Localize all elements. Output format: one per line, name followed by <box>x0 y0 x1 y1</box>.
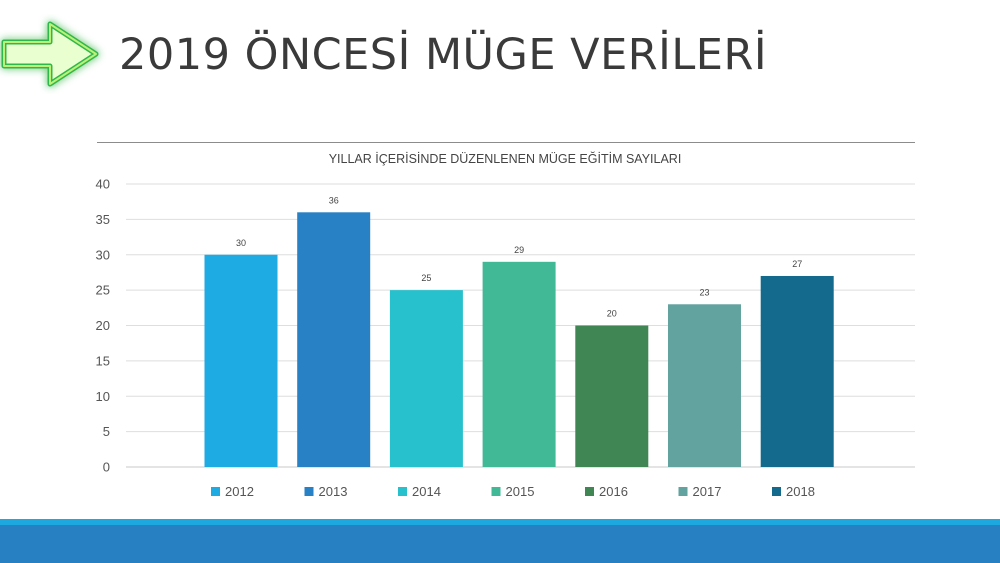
data-label: 25 <box>421 273 431 283</box>
y-tick-label: 40 <box>96 177 110 192</box>
bar-chart: YILLAR İÇERİSİNDE DÜZENLENEN MÜGE EĞİTİM… <box>80 144 930 514</box>
chart-title: YILLAR İÇERİSİNDE DÜZENLENEN MÜGE EĞİTİM… <box>328 152 682 166</box>
legend-label: 2017 <box>693 484 722 499</box>
y-tick-label: 30 <box>96 247 110 262</box>
data-label: 20 <box>607 309 617 319</box>
arrow-icon <box>0 14 110 94</box>
footer-accent-line <box>0 519 1000 525</box>
footer-bar <box>0 525 1000 563</box>
bar <box>389 290 463 467</box>
y-tick-label: 15 <box>96 353 110 368</box>
legend-label: 2015 <box>506 484 535 499</box>
slide-title: 2019 ÖNCESİ MÜGE VERİLERİ <box>119 30 768 80</box>
bar <box>668 304 741 467</box>
legend-label: 2013 <box>319 484 348 499</box>
y-tick-label: 25 <box>96 283 110 298</box>
y-tick-label: 35 <box>96 212 110 227</box>
data-label: 27 <box>792 259 802 269</box>
data-label: 30 <box>236 238 246 248</box>
legend-swatch <box>304 487 314 496</box>
legend-swatch <box>585 487 594 496</box>
bar <box>575 325 649 467</box>
legend-label: 2016 <box>599 484 628 499</box>
chart-canvas: 0 5 10 15 20 25 30 35 40 30 36 25 29 20 23 27 2012 2013 20… <box>96 177 915 499</box>
legend-label: 2014 <box>412 484 441 499</box>
bar <box>297 212 371 467</box>
legend-swatch <box>398 487 407 496</box>
data-label: 29 <box>514 245 524 255</box>
data-label: 23 <box>699 287 709 297</box>
y-tick-label: 20 <box>96 318 110 333</box>
legend-swatch <box>678 487 688 496</box>
data-label: 36 <box>329 195 339 205</box>
legend-swatch <box>211 487 220 496</box>
bar <box>760 275 834 467</box>
legend-swatch <box>491 487 501 496</box>
bar <box>482 261 556 467</box>
y-tick-label: 0 <box>103 460 110 475</box>
legend-swatch <box>772 487 781 496</box>
title-divider <box>97 142 915 143</box>
legend-label: 2012 <box>225 484 254 499</box>
y-tick-label: 10 <box>96 389 110 404</box>
bar <box>204 254 278 467</box>
legend-label: 2018 <box>786 484 815 499</box>
y-tick-label: 5 <box>103 424 110 439</box>
